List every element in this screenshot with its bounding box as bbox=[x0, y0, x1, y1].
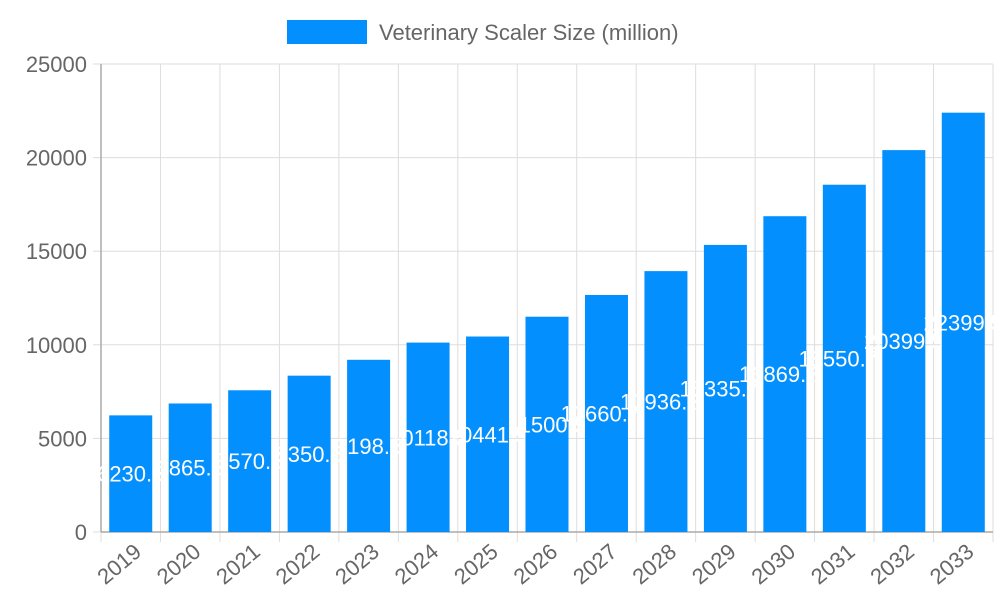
bar bbox=[287, 375, 331, 532]
bar bbox=[109, 415, 153, 532]
x-tick-label: 2021 bbox=[211, 539, 265, 590]
legend-label: Veterinary Scaler Size (million) bbox=[379, 20, 679, 45]
data-label: 6230.5 bbox=[97, 462, 164, 487]
x-tick-label: 2028 bbox=[628, 539, 682, 590]
x-tick-label: 2032 bbox=[865, 539, 919, 590]
y-tick-label: 0 bbox=[75, 520, 87, 545]
data-label: 12660.75 bbox=[561, 401, 653, 426]
x-tick-label: 2019 bbox=[92, 539, 146, 590]
data-label: 8350.5 bbox=[275, 442, 342, 467]
bar bbox=[703, 244, 747, 532]
data-label: 18550.75 bbox=[798, 346, 890, 371]
data-label: 6865.5 bbox=[157, 456, 224, 481]
y-tick-label: 10000 bbox=[26, 333, 87, 358]
bar bbox=[525, 316, 569, 532]
data-label: 16869.25 bbox=[739, 362, 831, 387]
x-tick-label: 2025 bbox=[449, 539, 503, 590]
data-label: 13936.25 bbox=[620, 390, 712, 415]
x-tick-label: 2029 bbox=[687, 539, 741, 590]
x-tick-label: 2026 bbox=[509, 539, 563, 590]
x-tick-label: 2031 bbox=[806, 539, 860, 590]
legend-swatch bbox=[287, 20, 367, 44]
y-tick-label: 5000 bbox=[38, 426, 87, 451]
x-tick-label: 2022 bbox=[271, 539, 325, 590]
bar bbox=[941, 112, 985, 532]
x-tick-label: 2030 bbox=[747, 539, 801, 590]
bar bbox=[406, 342, 450, 532]
data-label: 15335.75 bbox=[680, 376, 772, 401]
data-label: 7570.5 bbox=[216, 449, 283, 474]
bar bbox=[228, 390, 272, 532]
x-tick-label: 2023 bbox=[330, 539, 384, 590]
data-label: 9198.5 bbox=[335, 434, 402, 459]
data-label: 22399.5 bbox=[924, 310, 1000, 335]
bar bbox=[466, 336, 510, 532]
x-tick-label: 2027 bbox=[568, 539, 622, 590]
bar bbox=[584, 294, 628, 532]
bar bbox=[644, 271, 688, 532]
y-tick-label: 25000 bbox=[26, 52, 87, 77]
data-label: 11500.5 bbox=[508, 412, 586, 437]
bar bbox=[347, 359, 391, 532]
data-label: 10118.5 bbox=[389, 425, 467, 450]
bar bbox=[822, 184, 866, 532]
data-label: 10441.5 bbox=[448, 422, 528, 447]
y-tick-label: 20000 bbox=[26, 146, 87, 171]
y-tick-label: 15000 bbox=[26, 239, 87, 264]
x-tick-label: 2033 bbox=[925, 539, 979, 590]
data-label: 20399.5 bbox=[864, 329, 944, 354]
bar bbox=[168, 403, 212, 532]
bar bbox=[882, 150, 926, 533]
x-tick-label: 2024 bbox=[390, 539, 444, 590]
bar bbox=[763, 216, 807, 532]
x-tick-label: 2020 bbox=[152, 539, 206, 590]
